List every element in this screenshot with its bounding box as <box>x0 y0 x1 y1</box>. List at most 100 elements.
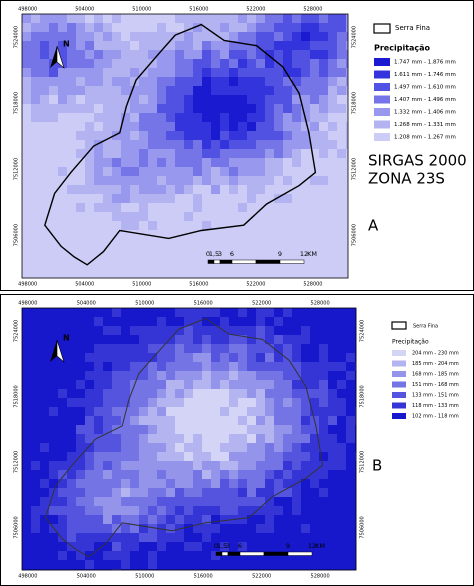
raster-cell <box>238 140 248 150</box>
raster-cell <box>58 275 68 279</box>
x-coord-label: 516000 <box>194 301 213 307</box>
raster-cell <box>229 203 239 213</box>
raster-cell <box>67 371 77 381</box>
raster-cell <box>301 131 311 141</box>
raster-cell <box>130 23 140 33</box>
raster-cell <box>94 203 104 213</box>
raster-cell <box>31 68 41 78</box>
legend-swatch <box>374 70 390 79</box>
raster-cell <box>121 380 131 390</box>
raster-cell <box>238 32 248 42</box>
raster-cell <box>256 479 266 489</box>
raster-cell <box>94 14 104 24</box>
raster-cell <box>22 95 32 105</box>
raster-cell <box>166 257 176 267</box>
raster-cell <box>193 230 203 240</box>
raster-cell <box>130 59 140 69</box>
raster-cell <box>166 515 176 525</box>
raster-cell <box>220 488 230 498</box>
raster-cell <box>22 176 32 186</box>
raster-cell <box>40 266 50 276</box>
raster-cell <box>301 416 311 426</box>
raster-cell <box>265 32 275 42</box>
raster-cell <box>40 344 50 354</box>
raster-cell <box>157 158 167 168</box>
raster-cell <box>229 86 239 96</box>
raster-cell <box>301 461 311 471</box>
raster-cell <box>49 122 59 132</box>
crs-label: SIRGAS 2000 <box>368 152 467 170</box>
raster-cell <box>31 524 41 534</box>
raster-cell <box>166 353 176 363</box>
raster-cell <box>121 452 131 462</box>
raster-cell <box>319 248 329 258</box>
raster-cell <box>211 506 221 516</box>
raster-cell <box>31 488 41 498</box>
raster-cell <box>148 230 158 240</box>
raster-cell <box>139 326 149 336</box>
raster-cell <box>103 41 113 51</box>
raster-cell <box>67 140 77 150</box>
raster-cell <box>265 308 275 318</box>
y-coord-label: 7524000 <box>360 320 366 342</box>
raster-cell <box>130 452 140 462</box>
raster-cell <box>121 317 131 327</box>
raster-cell <box>31 41 41 51</box>
raster-cell <box>148 335 158 345</box>
raster-cell <box>337 398 347 408</box>
raster-cell <box>130 239 140 249</box>
raster-cell <box>103 239 113 249</box>
raster-cell <box>94 23 104 33</box>
raster-cell <box>220 230 230 240</box>
raster-cell <box>40 533 50 543</box>
raster-cell <box>49 506 59 516</box>
raster-cell <box>274 308 284 318</box>
raster-cell <box>346 203 349 213</box>
raster-cell <box>76 275 86 279</box>
raster-cell <box>184 524 194 534</box>
raster-cell <box>247 479 257 489</box>
raster-cell <box>265 461 275 471</box>
raster-cell <box>130 524 140 534</box>
raster-cell <box>85 167 95 177</box>
raster-cell <box>166 95 176 105</box>
raster-cell <box>292 524 302 534</box>
raster-cell <box>238 185 248 195</box>
raster-cell <box>301 86 311 96</box>
raster-cell <box>166 434 176 444</box>
raster-cell <box>130 497 140 507</box>
raster-cell <box>310 32 320 42</box>
raster-cell <box>319 461 329 471</box>
raster-cell <box>85 488 95 498</box>
raster-cell <box>130 167 140 177</box>
raster-cell <box>175 398 185 408</box>
raster-cell <box>247 59 257 69</box>
raster-cell <box>319 326 329 336</box>
raster-cell <box>112 371 122 381</box>
legend-label: 133 mm - 151 mm <box>412 393 459 399</box>
raster-cell <box>202 68 212 78</box>
raster-cell <box>103 275 113 279</box>
raster-cell <box>22 194 32 204</box>
raster-cell <box>148 389 158 399</box>
raster-cell <box>175 416 185 426</box>
raster-cell <box>49 230 59 240</box>
legend-label: 1.268 mm - 1.331 mm <box>394 122 456 128</box>
raster-cell <box>220 506 230 516</box>
raster-cell <box>175 167 185 177</box>
raster-cell <box>337 452 347 462</box>
raster-cell <box>22 32 32 42</box>
raster-cell <box>130 317 140 327</box>
raster-cell <box>40 59 50 69</box>
raster-cell <box>58 488 68 498</box>
raster-cell <box>166 23 176 33</box>
raster-cell <box>58 266 68 276</box>
raster-cell <box>103 248 113 258</box>
raster-cell <box>220 77 230 87</box>
raster-cell <box>238 131 248 141</box>
raster-cell <box>130 50 140 60</box>
raster-cell <box>40 362 50 372</box>
panel-tag: A <box>368 217 379 235</box>
raster-cell <box>238 86 248 96</box>
raster-cell <box>274 185 284 195</box>
